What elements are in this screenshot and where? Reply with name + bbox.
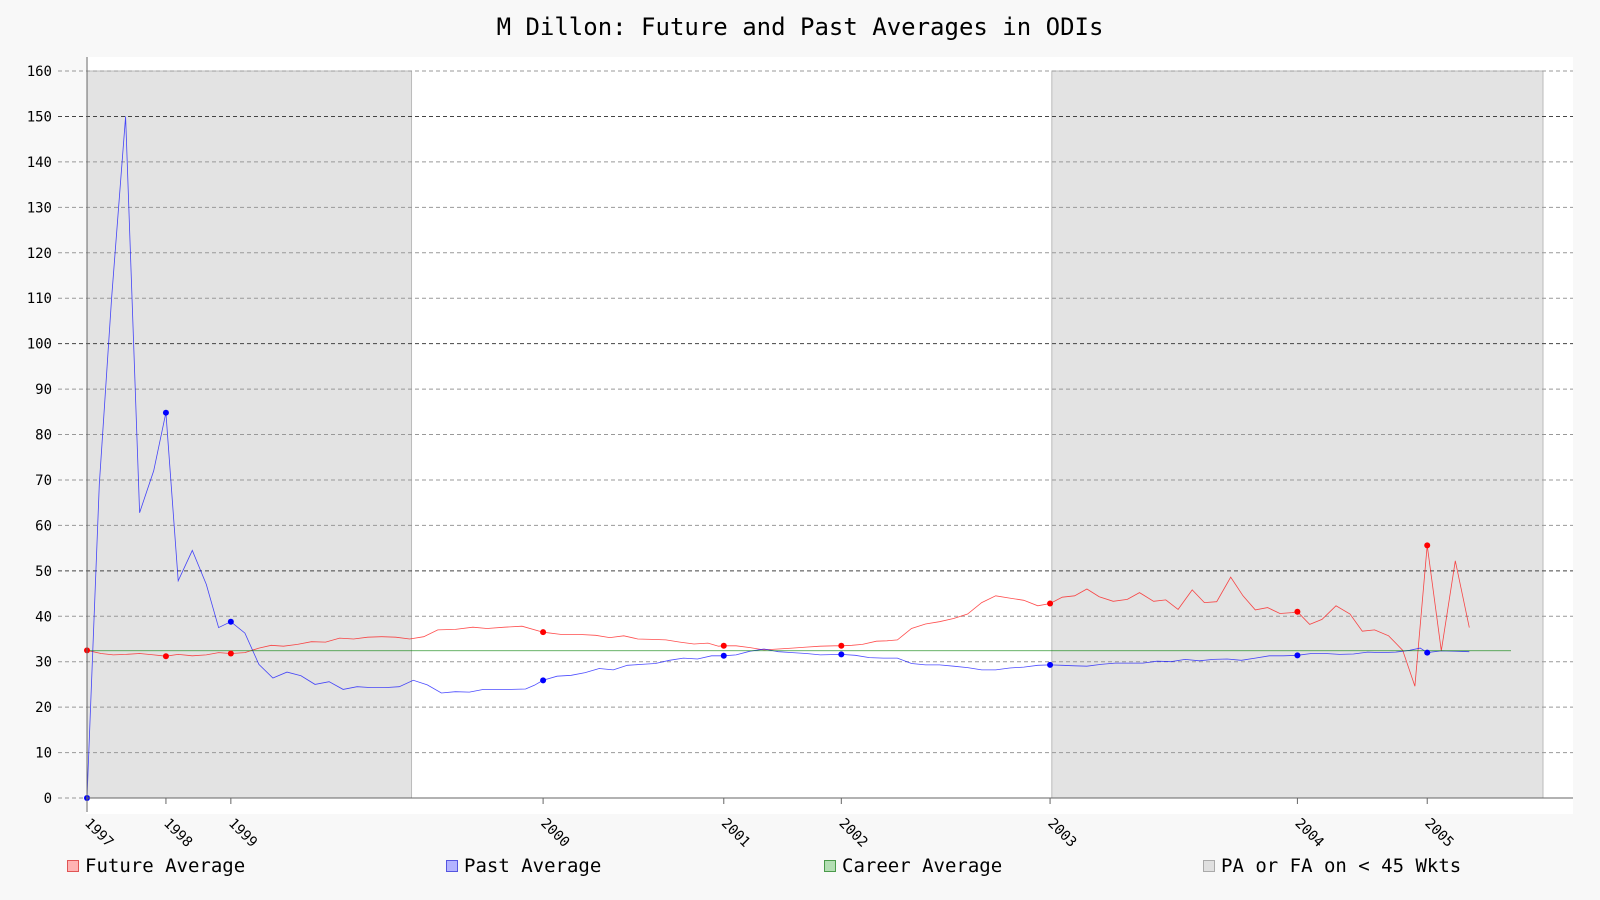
x-tick-label: 2001 [718,816,753,851]
y-tick-label: 110 [27,291,52,307]
series-markers [84,409,1431,801]
career-swatch-icon [824,860,836,872]
shade-swatch-icon [1203,860,1215,872]
past-average-point [1294,652,1301,659]
x-tick-label: 1998 [160,816,195,851]
x-tick-label: 2000 [537,816,572,851]
legend-item-past: Past Average [446,855,601,877]
series-lines [86,116,1511,799]
y-tick-label: 70 [35,473,52,489]
y-tick-label: 0 [44,791,52,807]
legend-item-career: Career Average [824,855,1002,877]
past-average-point [838,651,845,658]
legend-future-label: Future Average [85,855,246,877]
past-average-point [1047,661,1054,668]
series-line-past-average [86,116,1470,799]
legend-item-shade: PA or FA on < 45 Wkts [1203,855,1461,877]
future-average-point [1424,542,1431,549]
y-tick-label: 10 [35,746,52,762]
y-tick-label: 60 [35,518,52,534]
y-tick-label: 40 [35,609,52,625]
x-tick-label: 2003 [1044,816,1079,851]
legend-item-future: Future Average [67,855,245,877]
past-average-point [540,677,547,684]
future-average-point [838,642,845,649]
legend-shade-label: PA or FA on < 45 Wkts [1221,855,1462,877]
chart-title: M Dillon: Future and Past Averages in OD… [497,13,1104,41]
past-swatch-icon [446,860,458,872]
y-tick-label: 140 [27,155,52,171]
y-tick-label: 150 [27,109,52,125]
series-line-future-average [86,545,1470,687]
future-swatch-icon [67,860,79,872]
x-tick-label: 2002 [835,816,870,851]
y-tick-label: 80 [35,428,52,444]
y-tick-label: 50 [35,564,52,580]
past-average-point [720,652,727,659]
legend-past-label: Past Average [464,855,602,877]
future-average-point [227,650,234,657]
past-average-point [162,409,169,416]
y-tick-label: 30 [35,655,52,671]
x-tick-label: 2005 [1421,816,1456,851]
y-tick-label: 160 [27,64,52,80]
legend-career-label: Career Average [842,855,1003,877]
y-tick-label: 90 [35,382,52,398]
past-average-point [1424,649,1431,656]
x-tick-label: 2004 [1292,816,1327,851]
future-average-point [540,629,547,636]
x-tick-label: 1997 [81,816,116,851]
y-tick-labels: 0 10 20 30 40 50 60 70 80 90 100 110 120 130 140 150 160 [27,64,52,807]
y-tick-label: 100 [27,337,52,353]
future-average-point [720,642,727,649]
future-average-point [1294,608,1301,615]
y-tick-label: 20 [35,700,52,716]
y-tick-label: 120 [27,246,52,262]
y-tick-label: 130 [27,200,52,216]
x-tick-label: 1999 [225,816,260,851]
future-average-point [162,653,169,660]
legend: Future Average Past Average Career Avera… [0,855,1600,885]
future-average-point [1047,600,1054,607]
past-average-point [227,618,234,625]
